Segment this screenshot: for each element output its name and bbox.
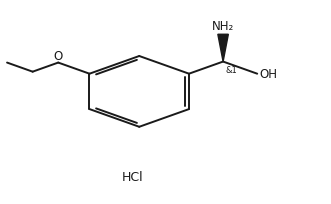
Text: OH: OH	[260, 68, 278, 81]
Text: NH₂: NH₂	[212, 20, 234, 33]
Text: &1: &1	[225, 66, 237, 75]
Text: HCl: HCl	[122, 170, 144, 183]
Polygon shape	[218, 35, 228, 62]
Text: O: O	[54, 49, 63, 62]
